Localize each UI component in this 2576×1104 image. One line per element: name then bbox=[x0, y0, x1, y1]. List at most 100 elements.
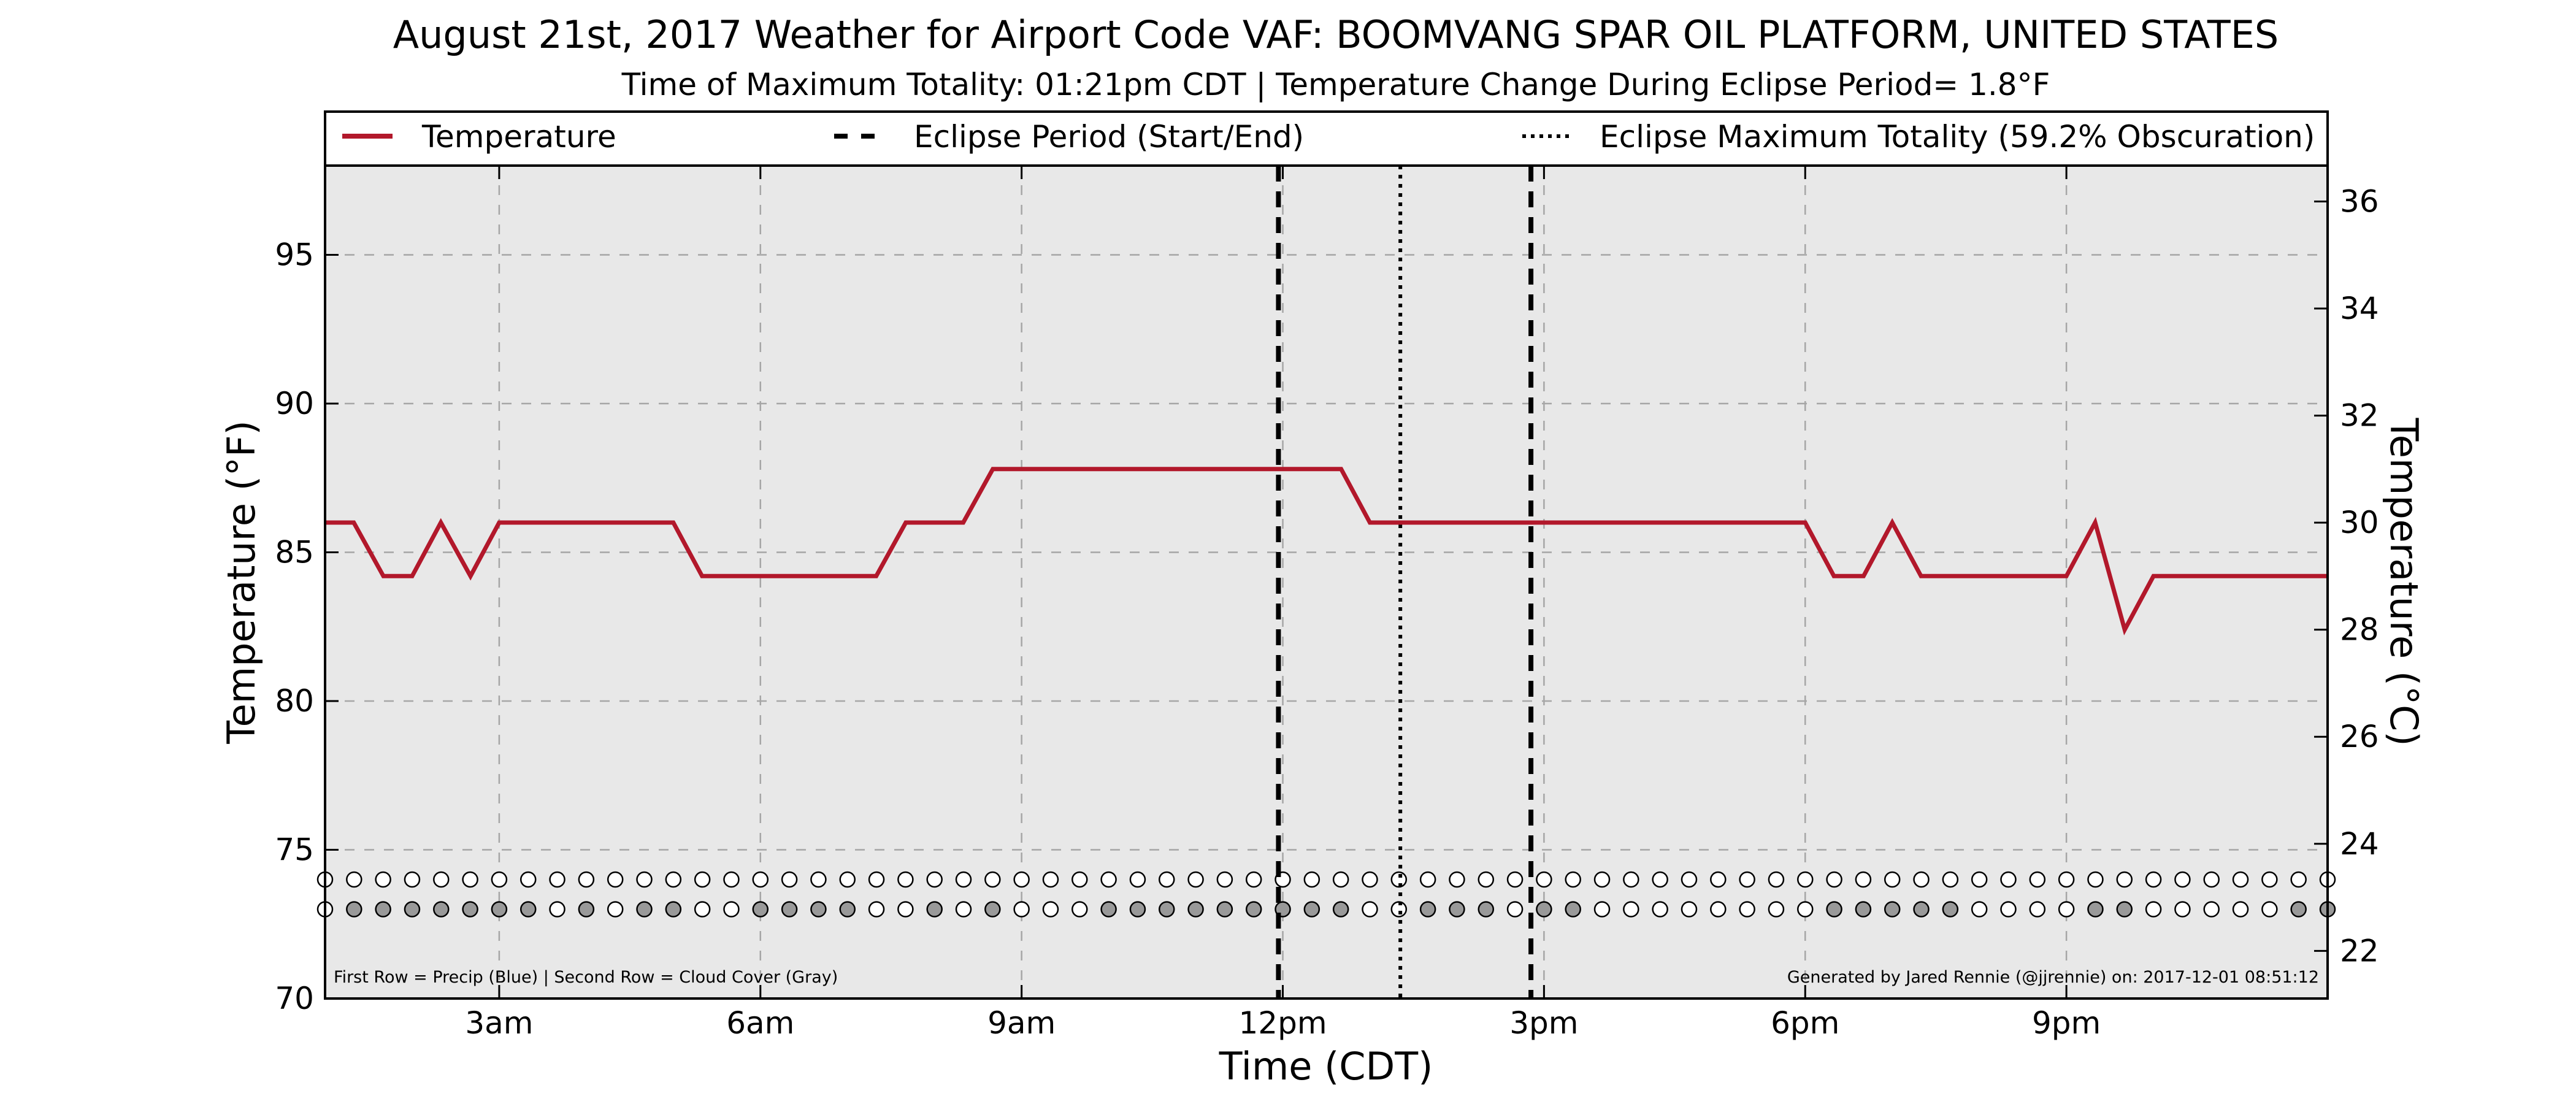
precip-marker bbox=[2261, 871, 2278, 888]
cloud-cover-marker bbox=[1971, 901, 1988, 918]
precip-marker bbox=[1362, 871, 1378, 888]
legend-label-temperature: Temperature bbox=[421, 119, 616, 155]
precip-marker bbox=[1216, 871, 1233, 888]
cloud-cover-marker bbox=[1913, 901, 1930, 918]
eclipse-lines bbox=[1276, 166, 1534, 999]
grid-lines bbox=[325, 166, 2328, 999]
y-tick-label-right: 28 bbox=[2340, 612, 2379, 648]
x-tick-label: 6am bbox=[726, 1005, 794, 1041]
cloud-cover-marker bbox=[897, 901, 914, 918]
cloud-cover-marker bbox=[1826, 901, 1842, 918]
precip-marker bbox=[984, 871, 1001, 888]
cloud-cover-marker bbox=[1100, 901, 1117, 918]
cloud-cover-marker bbox=[433, 901, 450, 918]
cloud-cover-marker bbox=[926, 901, 943, 918]
cloud-cover-marker bbox=[2000, 901, 2017, 918]
precip-marker bbox=[1913, 871, 1930, 888]
precip-marker bbox=[607, 871, 624, 888]
y-tick-label-right: 36 bbox=[2340, 183, 2379, 219]
precip-marker bbox=[375, 871, 391, 888]
precip-marker bbox=[752, 871, 769, 888]
cloud-cover-marker bbox=[549, 901, 565, 918]
cloud-cover-marker bbox=[1419, 901, 1436, 918]
precip-marker bbox=[1681, 871, 1698, 888]
cloud-cover-marker bbox=[636, 901, 653, 918]
cloud-cover-marker bbox=[1506, 901, 1524, 918]
precip-marker bbox=[897, 871, 914, 888]
precip-marker bbox=[810, 871, 827, 888]
y-tick-label-right: 26 bbox=[2340, 719, 2379, 754]
y-tick-label-left: 75 bbox=[275, 832, 314, 868]
precip-marker bbox=[926, 871, 943, 888]
cloud-cover-marker bbox=[2232, 901, 2249, 918]
cloud-cover-marker bbox=[2087, 901, 2104, 918]
precip-marker bbox=[1593, 871, 1611, 888]
precip-marker bbox=[1942, 871, 1959, 888]
cloud-cover-marker bbox=[2029, 901, 2046, 918]
cloud-cover-marker bbox=[519, 901, 537, 918]
precip-marker bbox=[1971, 871, 1988, 888]
precip-marker bbox=[1042, 871, 1059, 888]
cloud-cover-marker bbox=[1042, 901, 1059, 918]
cloud-cover-marker bbox=[1710, 901, 1727, 918]
precip-marker bbox=[491, 871, 508, 888]
precip-marker bbox=[839, 871, 856, 888]
cloud-cover-marker bbox=[868, 901, 885, 918]
cloud-cover-marker bbox=[1855, 901, 1872, 918]
footer-note-left: First Row = Precip (Blue) | Second Row =… bbox=[334, 968, 838, 987]
chart-subtitle: Time of Maximum Totality: 01:21pm CDT | … bbox=[621, 67, 2050, 102]
cloud-cover-marker bbox=[2116, 901, 2133, 918]
cloud-cover-marker bbox=[1158, 901, 1175, 918]
precip-marker bbox=[1129, 871, 1146, 888]
precip-marker bbox=[1739, 871, 1755, 888]
precip-marker bbox=[519, 871, 537, 888]
x-tick-label: 9am bbox=[987, 1005, 1056, 1041]
precip-marker bbox=[1768, 871, 1785, 888]
cloud-cover-marker bbox=[491, 901, 508, 918]
cloud-cover-marker bbox=[1216, 901, 1233, 918]
plot-area bbox=[325, 166, 2328, 999]
precip-marker bbox=[1245, 871, 1262, 888]
precip-marker bbox=[1158, 871, 1175, 888]
precip-marker bbox=[1478, 871, 1495, 888]
x-tick-label: 3am bbox=[465, 1005, 533, 1041]
x-tick-label: 12pm bbox=[1238, 1005, 1327, 1041]
precip-marker bbox=[1303, 871, 1321, 888]
cloud-cover-marker bbox=[607, 901, 624, 918]
cloud-cover-marker bbox=[1187, 901, 1204, 918]
cloud-cover-marker bbox=[839, 901, 856, 918]
cloud-cover-marker bbox=[346, 901, 362, 918]
precip-marker bbox=[1332, 871, 1349, 888]
cloud-cover-marker bbox=[375, 901, 391, 918]
precip-marker bbox=[1652, 871, 1668, 888]
precip-marker bbox=[1623, 871, 1639, 888]
y-tick-label-right: 32 bbox=[2340, 398, 2379, 434]
y-tick-label-left: 95 bbox=[275, 237, 314, 273]
cloud-cover-marker bbox=[1942, 901, 1959, 918]
precip-marker bbox=[1100, 871, 1117, 888]
cloud-cover-marker bbox=[1797, 901, 1814, 918]
y-tick-label-right: 24 bbox=[2340, 826, 2379, 862]
precip-marker bbox=[1187, 871, 1204, 888]
precip-marker bbox=[665, 871, 682, 888]
cloud-cover-marker bbox=[462, 901, 478, 918]
cloud-cover-marker bbox=[2261, 901, 2278, 918]
cloud-cover-marker bbox=[1245, 901, 1262, 918]
precip-marker bbox=[2029, 871, 2046, 888]
precip-marker bbox=[1710, 871, 1727, 888]
cloud-cover-marker bbox=[1129, 901, 1146, 918]
precip-marker bbox=[1797, 871, 1814, 888]
x-tick-label: 3pm bbox=[1509, 1005, 1578, 1041]
cloud-cover-marker bbox=[1071, 901, 1088, 918]
precip-marker bbox=[404, 871, 421, 888]
precip-marker bbox=[578, 871, 595, 888]
precip-marker bbox=[2087, 871, 2104, 888]
cloud-cover-marker bbox=[1593, 901, 1611, 918]
precip-marker bbox=[636, 871, 653, 888]
cloud-cover-marker bbox=[1565, 901, 1581, 918]
cloud-cover-marker bbox=[1536, 901, 1552, 918]
precip-marker bbox=[2232, 871, 2249, 888]
cloud-cover-marker bbox=[665, 901, 682, 918]
series-layer bbox=[325, 467, 2328, 635]
